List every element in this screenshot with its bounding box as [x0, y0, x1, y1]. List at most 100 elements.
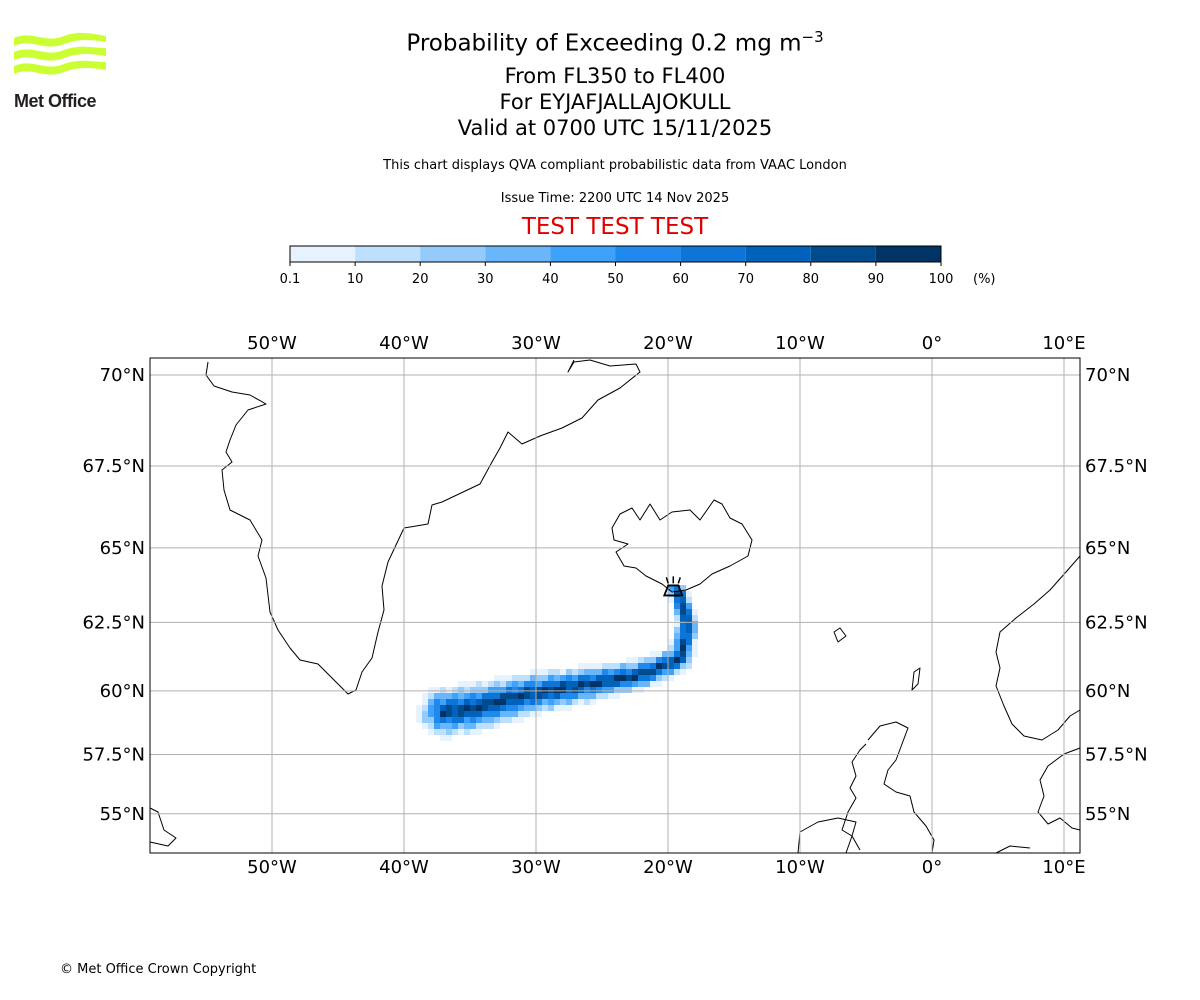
plume-cell: [656, 675, 662, 681]
plume-cell: [614, 693, 620, 699]
plume-cell: [512, 717, 518, 723]
plume-cell: [602, 687, 608, 693]
plume-cell: [458, 699, 464, 705]
plume-cell: [434, 687, 440, 693]
lat-label-left: 60°N: [100, 681, 145, 702]
colorbar-segment: [550, 246, 616, 262]
plume-cell: [632, 663, 638, 669]
plume-cell: [584, 687, 590, 693]
plume-cell: [428, 729, 434, 735]
plume-cell: [524, 687, 530, 693]
plume-cell: [464, 681, 470, 687]
colorbar-tick-label: 100: [929, 272, 954, 287]
plume-cell: [470, 681, 476, 687]
plume-cell: [476, 711, 482, 717]
plume-cell: [536, 699, 542, 705]
lat-label-left: 67.5°N: [82, 456, 145, 477]
plume-cell: [590, 699, 596, 705]
plume-cell: [602, 693, 608, 699]
plume-cell: [596, 687, 602, 693]
plume-cell: [464, 705, 470, 711]
lon-label-top: 10°W: [775, 333, 825, 354]
plume-cell: [578, 693, 584, 699]
plume-cell: [620, 681, 626, 687]
plume-cell: [440, 687, 446, 693]
plume-cell: [584, 669, 590, 675]
plume-cell: [476, 693, 482, 699]
plume-cell: [572, 675, 578, 681]
plume-cell: [650, 675, 656, 681]
plume-cell: [542, 699, 548, 705]
coast-scotland: [841, 721, 935, 854]
plume-cell: [626, 663, 632, 669]
plume-cell: [644, 663, 650, 669]
plume-cell: [434, 699, 440, 705]
lon-label-bottom: 10°E: [1042, 857, 1085, 878]
plume-cell: [524, 699, 530, 705]
plume-cell: [608, 687, 614, 693]
plume-cell: [566, 681, 572, 687]
lon-label-bottom: 0°: [922, 857, 942, 878]
plume-cell: [494, 693, 500, 699]
colorbar-tick-label: 60: [672, 272, 689, 287]
plume-cell: [458, 717, 464, 723]
plume-cell: [668, 651, 674, 657]
plume-cell: [674, 657, 680, 663]
plume-cell: [500, 687, 506, 693]
plume-cell: [488, 681, 494, 687]
plume-cell: [458, 687, 464, 693]
chart-title: Probability of Exceeding 0.2 mg m−3: [0, 28, 1200, 57]
plume-cell: [590, 663, 596, 669]
plume-cell: [548, 699, 554, 705]
plume-cell: [608, 669, 614, 675]
plume-cell: [590, 687, 596, 693]
lon-label-top: 0°: [922, 333, 942, 354]
plume-cell: [494, 681, 500, 687]
plume-cell: [500, 699, 506, 705]
plume-cell: [530, 699, 536, 705]
plume-cell: [680, 639, 686, 645]
plume-cell: [416, 717, 422, 723]
plume-cell: [548, 705, 554, 711]
plume-cell: [674, 669, 680, 675]
plume-cell: [548, 693, 554, 699]
plume-cell: [692, 633, 698, 639]
plume-cell: [692, 639, 698, 645]
plume-cell: [488, 687, 494, 693]
plume-cell: [422, 699, 428, 705]
colorbar-tick-label: 20: [412, 272, 429, 287]
plume-cell: [686, 591, 692, 597]
lon-label-top: 10°E: [1042, 333, 1085, 354]
plume-cell: [530, 711, 536, 717]
plume-cell: [518, 699, 524, 705]
plume-cell: [542, 675, 548, 681]
plume-cell: [470, 705, 476, 711]
plume-cell: [674, 639, 680, 645]
plume-cell: [692, 621, 698, 627]
plume-cell: [668, 663, 674, 669]
plume-cell: [506, 687, 512, 693]
plume-cell: [644, 675, 650, 681]
plume-cell: [476, 699, 482, 705]
plume-cell: [482, 711, 488, 717]
plume-cell: [680, 669, 686, 675]
plume-cell: [452, 717, 458, 723]
volcano-eruption-lines: [665, 576, 681, 584]
map-background: [150, 358, 1080, 853]
plume-cell: [428, 687, 434, 693]
plume-cell: [464, 699, 470, 705]
plume-cell: [668, 669, 674, 675]
plume-cell: [632, 657, 638, 663]
colorbar-tick-label: 80: [803, 272, 820, 287]
plume-cell: [482, 681, 488, 687]
plume-cell: [578, 669, 584, 675]
plume-cell: [590, 681, 596, 687]
plume-cell: [440, 717, 446, 723]
plume-cell: [488, 723, 494, 729]
plume-cell: [512, 699, 518, 705]
plume-cell: [632, 669, 638, 675]
plume-cell: [602, 681, 608, 687]
plume-cell: [512, 693, 518, 699]
plume-cell: [530, 669, 536, 675]
ash-plume: [416, 585, 698, 741]
